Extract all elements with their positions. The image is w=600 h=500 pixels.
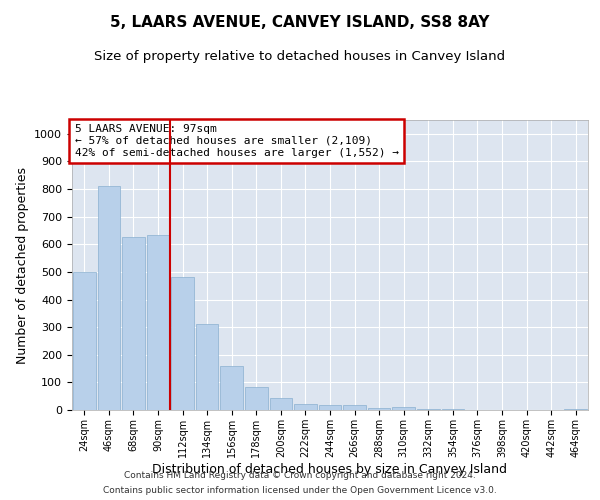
Bar (343, 406, 366, 410)
Bar (98, 186, 120, 410)
Text: Contains HM Land Registry data © Crown copyright and database right 2024.: Contains HM Land Registry data © Crown c… (124, 471, 476, 480)
Bar (146, 234, 169, 410)
Text: 5, LAARS AVENUE, CANVEY ISLAND, SS8 8AY: 5, LAARS AVENUE, CANVEY ISLAND, SS8 8AY (110, 15, 490, 30)
Bar (294, 404, 317, 410)
Bar (417, 409, 440, 410)
Bar (368, 408, 391, 410)
Bar (196, 324, 218, 410)
Bar (220, 366, 243, 410)
X-axis label: Distribution of detached houses by size in Canvey Island: Distribution of detached houses by size … (152, 462, 508, 475)
Bar (245, 388, 268, 410)
Text: Contains public sector information licensed under the Open Government Licence v3: Contains public sector information licen… (103, 486, 497, 495)
Bar (171, 278, 194, 410)
Y-axis label: Number of detached properties: Number of detached properties (16, 166, 29, 364)
Bar (122, 238, 145, 410)
Text: Size of property relative to detached houses in Canvey Island: Size of property relative to detached ho… (94, 50, 506, 63)
Bar (73, 272, 95, 410)
Text: 5 LAARS AVENUE: 97sqm
← 57% of detached houses are smaller (2,109)
42% of semi-d: 5 LAARS AVENUE: 97sqm ← 57% of detached … (74, 124, 398, 158)
Bar (319, 406, 341, 410)
Bar (565, 409, 587, 410)
Bar (269, 398, 292, 410)
Bar (392, 407, 415, 410)
